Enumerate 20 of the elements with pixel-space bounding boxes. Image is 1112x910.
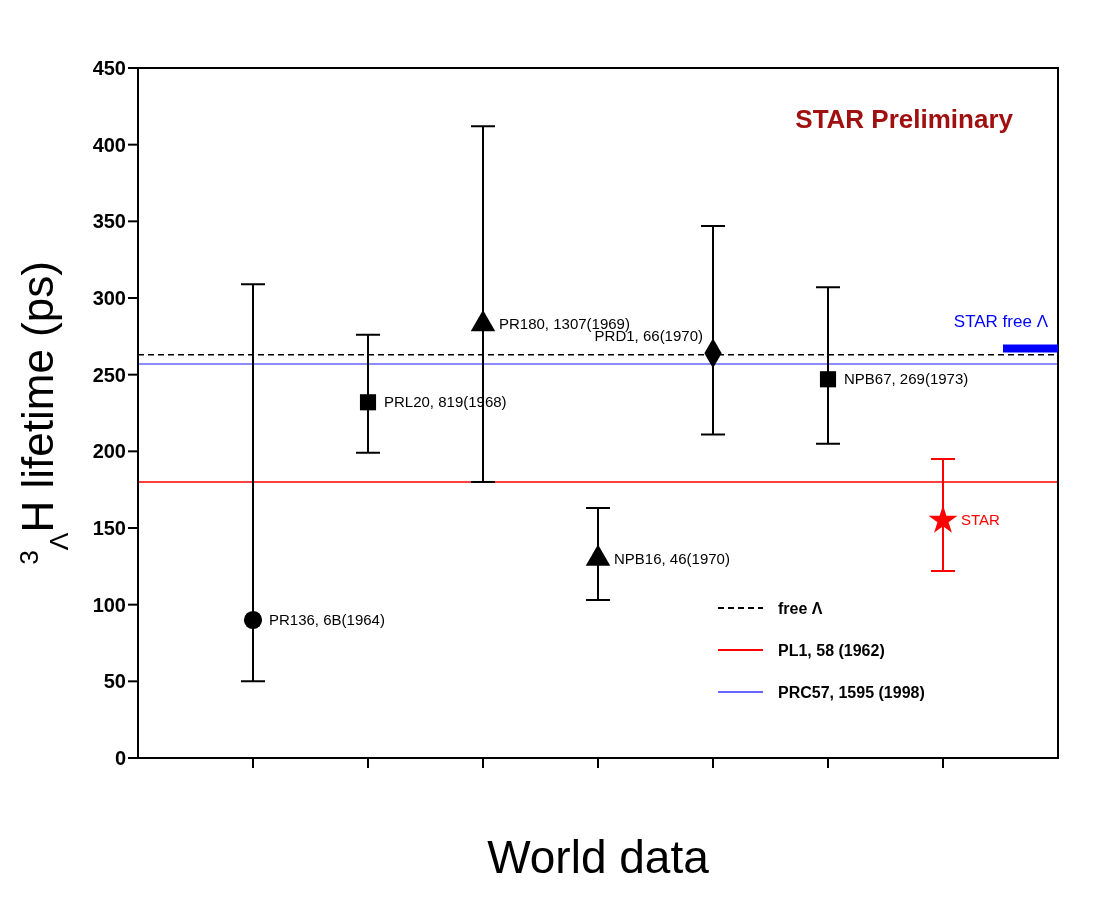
y-tick-label: 400 (92, 133, 126, 156)
legend-label: PRC57, 1595 (1998) (778, 684, 925, 701)
y-tick-label: 100 (92, 593, 126, 616)
y-tick-label: 450 (92, 57, 126, 80)
series-label: PR136, 6B(1964) (269, 611, 385, 628)
y-tick-label: 200 (92, 440, 126, 463)
legend-label: free Λ (778, 600, 823, 617)
y-tick-label: 300 (92, 287, 126, 310)
legend-label: PL1, 58 (1962) (778, 642, 885, 659)
y-tick-label: 50 (103, 670, 126, 693)
series-label: NPB16, 46(1970) (614, 549, 730, 567)
series-label: NPB67, 269(1973) (844, 370, 969, 388)
series-label: STAR (961, 511, 1001, 529)
x-axis-title: World data (487, 831, 710, 883)
annotation: STAR Preliminary (795, 104, 1014, 134)
y-tick-label: 250 (92, 363, 126, 386)
y-tick-label: 150 (92, 517, 126, 540)
y-tick-label: 0 (114, 747, 126, 770)
y-tick-label: 350 (92, 210, 126, 233)
ref-line-label: STAR free Λ (953, 311, 1049, 331)
